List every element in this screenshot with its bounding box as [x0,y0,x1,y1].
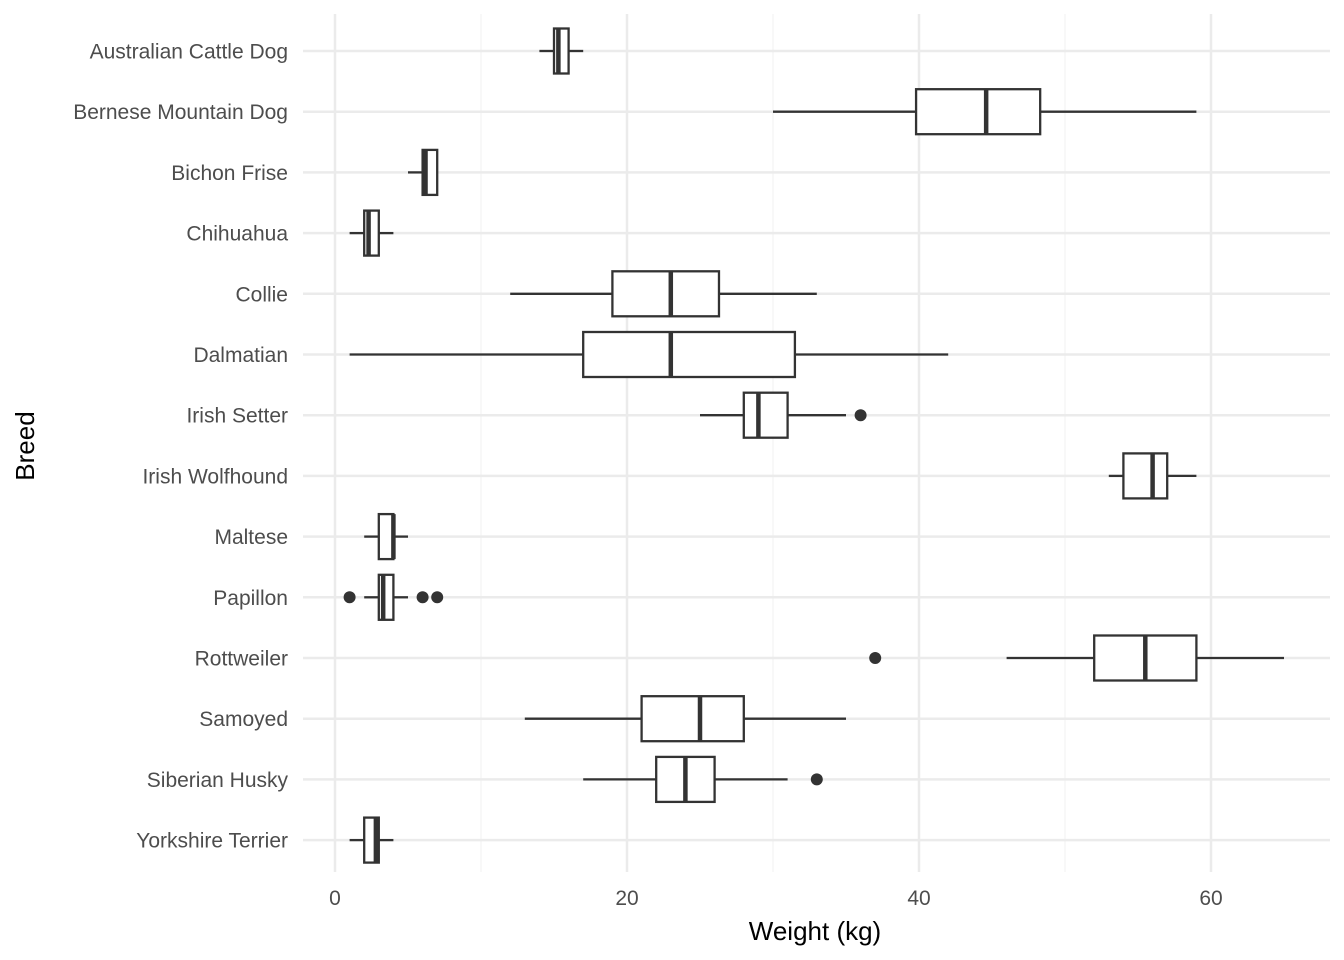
y-tick-label: Irish Setter [186,405,288,428]
x-tick-label: 60 [1199,887,1222,910]
boxplot-maltese [364,512,408,561]
x-axis-title: Weight (kg) [749,916,881,946]
boxplot-rottweiler [869,634,1284,682]
outlier-point [343,591,356,604]
y-tick-label: Chihuahua [186,223,288,246]
y-tick-label: Papillon [213,587,288,610]
y-tick-label: Bichon Frise [171,162,288,185]
y-axis-title: Breed [10,411,40,480]
boxplot-bichon-frise [408,148,439,197]
boxplot-bernese-mountain-dog [773,88,1197,136]
boxplot-yorkshire-terrier [349,816,394,864]
box-iqr [914,88,1042,136]
outlier-point [854,409,867,422]
grid-lines [303,14,1330,872]
x-axis-ticks: 0 20 40 60 [329,887,1223,910]
y-tick-label: Australian Cattle Dog [90,41,288,64]
y-tick-label: Siberian Husky [147,769,289,792]
boxplot-australian-cattle-dog [539,27,584,75]
y-tick-label: Irish Wolfhound [142,465,288,488]
outlier-point [810,773,823,786]
x-tick-label: 0 [329,887,341,910]
y-tick-label: Bernese Mountain Dog [73,101,288,124]
boxplot-irish-setter [700,391,867,439]
boxplot-dalmatian [349,330,949,379]
x-tick-label: 40 [907,887,930,910]
boxplot-chihuahua [349,209,394,257]
y-tick-label: Rottweiler [195,648,288,671]
boxplot-irish-wolfhound [1108,452,1197,500]
y-axis-ticks: Australian Cattle Dog Bernese Mountain Do… [73,41,288,853]
outlier-point [869,652,882,664]
outlier-point [431,591,444,604]
box-iqr [1122,452,1169,500]
box-iqr [582,330,797,379]
y-tick-label: Dalmatian [193,344,288,367]
outlier-point [416,591,429,604]
box-iqr [611,270,721,318]
box-iqr [640,695,745,743]
x-tick-label: 20 [615,887,638,910]
y-tick-label: Samoyed [199,708,288,731]
boxplot-samoyed [524,695,846,743]
y-tick-label: Maltese [214,526,288,549]
y-tick-label: Yorkshire Terrier [136,830,288,853]
boxplot-papillon [343,573,444,621]
box-series [343,27,1284,864]
boxplot-siberian-husky [583,755,823,804]
y-tick-label: Collie [235,283,288,306]
box-iqr [742,391,789,439]
boxplot-collie [510,270,817,318]
